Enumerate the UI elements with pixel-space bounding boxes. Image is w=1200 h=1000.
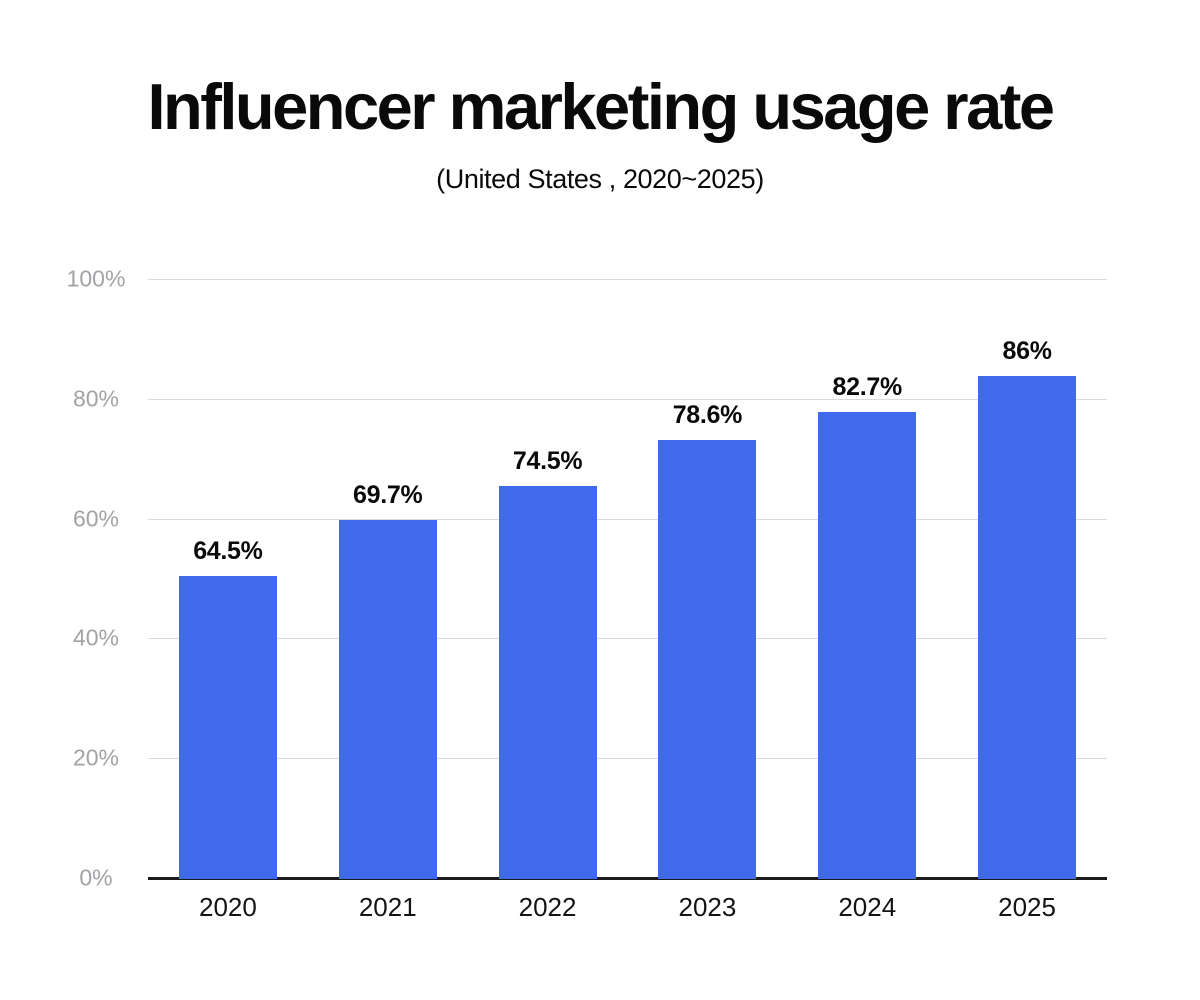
x-tick-label-2020: 2020 <box>198 892 257 922</box>
chart-subtitle: (United States , 2020~2025) <box>436 164 764 194</box>
x-tick-label-2021: 2021 <box>358 892 417 922</box>
x-axis-line <box>148 877 1107 880</box>
y-tick-label-60: 60% <box>72 505 120 532</box>
chart-title: Influencer marketing usage rate <box>147 70 1055 143</box>
bar-value-label-2022: 74.5% <box>512 447 583 476</box>
bar-2022 <box>498 486 597 879</box>
y-tick-label-20: 20% <box>72 744 120 771</box>
y-tick-label-80: 80% <box>72 385 120 412</box>
y-tick-label-100: 100% <box>66 265 126 292</box>
gridline-80 <box>148 398 1107 400</box>
bar-2023 <box>658 439 757 879</box>
gridline-60 <box>148 518 1107 520</box>
gridline-20 <box>148 758 1107 760</box>
x-tick-label-2025: 2025 <box>998 892 1056 922</box>
bar-value-label-2025: 86% <box>1002 337 1052 366</box>
bar-2020 <box>178 575 277 879</box>
x-tick-label-2022: 2022 <box>518 892 577 922</box>
bar-2025 <box>978 376 1077 879</box>
x-tick-label-2024: 2024 <box>838 892 897 922</box>
y-tick-label-40: 40% <box>72 624 120 651</box>
bar-value-label-2020: 64.5% <box>193 536 263 565</box>
bar-value-label-2023: 78.6% <box>672 400 743 429</box>
gridline-100 <box>148 279 1107 280</box>
bar-2021 <box>338 520 437 879</box>
y-tick-label-0: 0% <box>79 864 113 891</box>
bar-2024 <box>818 411 917 879</box>
bar-value-label-2024: 82.7% <box>832 372 903 401</box>
bar-value-label-2021: 69.7% <box>353 481 423 510</box>
gridline-40 <box>148 638 1107 640</box>
x-tick-label-2023: 2023 <box>678 892 737 922</box>
